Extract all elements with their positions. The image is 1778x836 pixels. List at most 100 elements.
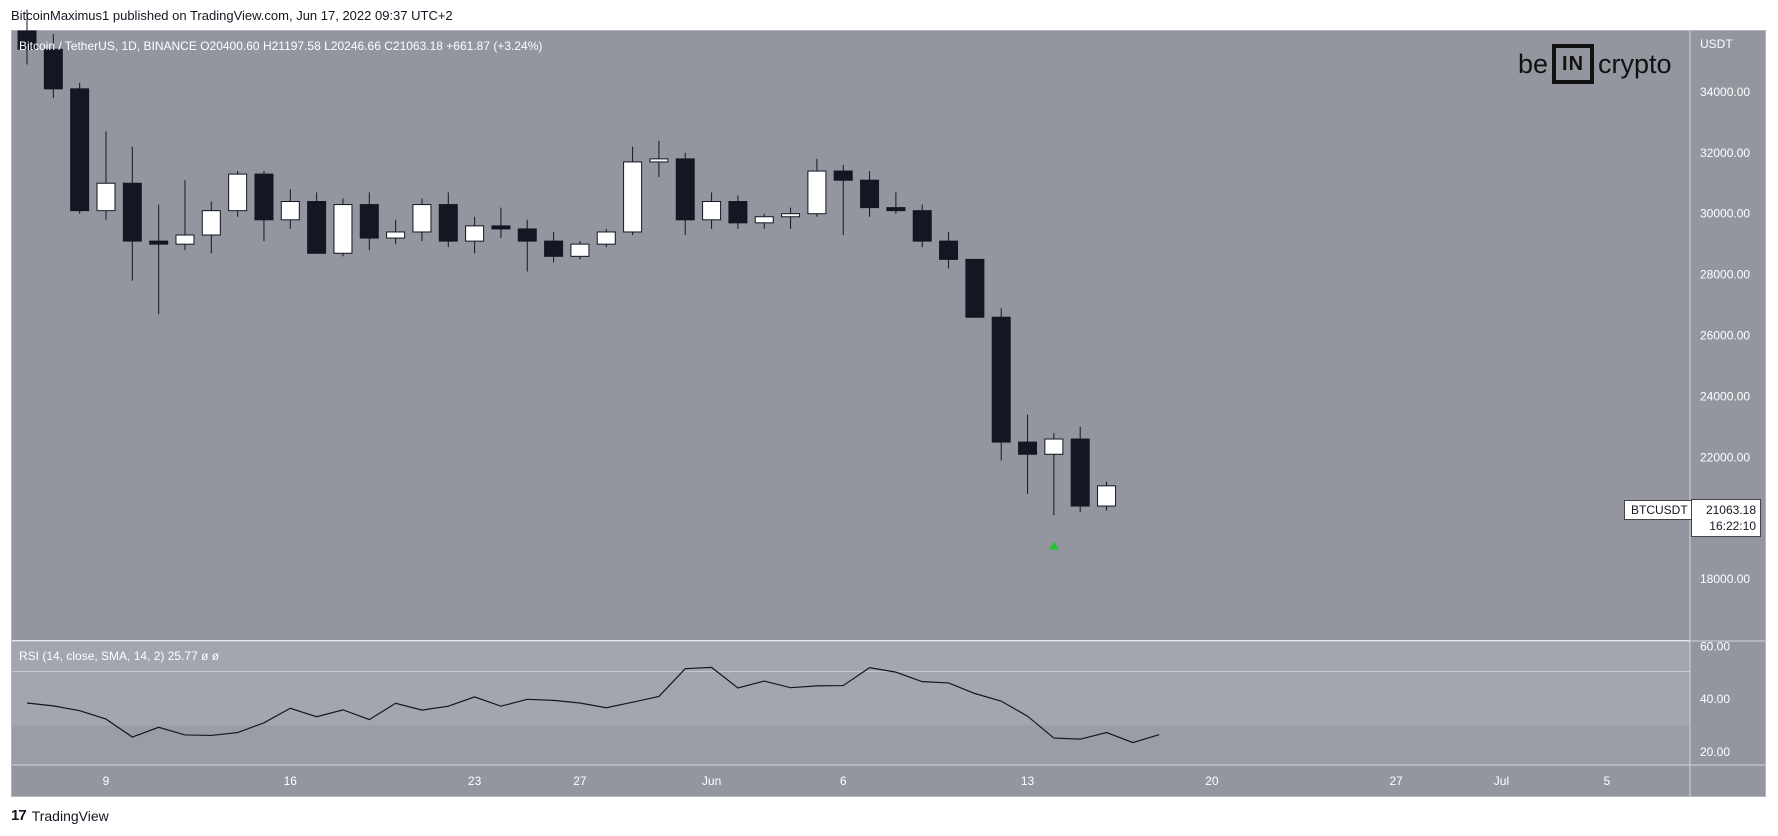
price-tick-label: 24000.00 [1700, 389, 1750, 403]
price-axis-background [1690, 31, 1765, 765]
price-tick-label: 22000.00 [1700, 450, 1750, 464]
candle-bear [939, 240, 959, 260]
time-tick-label: Jun [702, 774, 721, 788]
beincrypto-logo: be IN crypto [1518, 44, 1672, 84]
rsi-na-1: ø [201, 649, 209, 663]
candle-bull [649, 158, 669, 163]
chart-frame [11, 30, 1766, 797]
price-tick-label: 26000.00 [1700, 329, 1750, 343]
candle-bear [359, 204, 379, 239]
buy-signal-marker [1048, 541, 1059, 550]
time-tick-label: Jul [1494, 774, 1509, 788]
time-tick-label: 9 [103, 774, 110, 788]
candle-bull [1044, 438, 1064, 455]
time-axis-background [12, 765, 1765, 796]
open-label: O [200, 39, 210, 53]
close-label: C [384, 39, 393, 53]
open-value: 20400.60 [209, 39, 260, 53]
candle-bear [965, 258, 985, 318]
candles-group [17, 9, 1117, 516]
brand-box: IN [1552, 44, 1595, 84]
time-tick-label: 5 [1603, 774, 1610, 788]
candle-bull [201, 210, 221, 236]
candle-bear [991, 316, 1011, 443]
candle-bull [96, 182, 116, 212]
candle-bull [280, 201, 300, 221]
candle-bull [754, 216, 774, 224]
candle-bear [149, 240, 169, 245]
candle-bull [702, 201, 722, 221]
price-pane-background [12, 31, 1690, 640]
candle-bear [517, 228, 537, 242]
candle-bull [228, 173, 248, 212]
candle-bull [596, 231, 616, 245]
rsi-tick-label: 40.00 [1700, 692, 1730, 706]
rsi-tick-label: 20.00 [1700, 745, 1730, 759]
rsi-legend: RSI (14, close, SMA, 14, 2) 25.77 ø ø [19, 649, 219, 663]
time-tick-label: 16 [284, 774, 298, 788]
symbol-legend: Bitcoin / TetherUS, 1D, BINANCE O20400.6… [19, 39, 542, 53]
time-tick-label: 13 [1021, 774, 1035, 788]
candle-bull [623, 161, 643, 233]
brand-right: crypto [1598, 48, 1672, 79]
candle-bear [886, 207, 906, 212]
high-label: H [262, 39, 272, 53]
close-value: 21063.18 [392, 39, 443, 53]
candle-bear [912, 210, 932, 242]
candle-bear [1018, 441, 1038, 455]
candle-bull [1097, 485, 1117, 507]
price-tick-label: 30000.00 [1700, 207, 1750, 221]
rsi-value: 25.77 [167, 649, 198, 663]
high-value: 21197.58 [271, 39, 321, 53]
last-price-box: 21063.18 16:22:10 [1691, 499, 1761, 537]
candle-bear [438, 204, 458, 242]
tradingview-name: TradingView [31, 807, 109, 824]
time-tick-label: 27 [1389, 774, 1403, 788]
candle-bear [254, 173, 274, 221]
time-tick-label: 23 [468, 774, 482, 788]
symbol-price-tag: BTCUSDT [1624, 500, 1695, 520]
time-tick-label: 6 [840, 774, 847, 788]
low-label: L [324, 39, 331, 53]
candle-bull [570, 243, 590, 257]
time-tick-label: 27 [573, 774, 587, 788]
price-tick-label: 32000.00 [1700, 146, 1750, 160]
bar-countdown: 16:22:10 [1709, 519, 1756, 533]
candle-bear [728, 201, 748, 224]
candle-bear [491, 225, 511, 230]
candle-bear [833, 170, 853, 181]
price-axis-unit: USDT [1700, 37, 1733, 51]
candle-bull [386, 231, 406, 239]
candle-bear [544, 240, 564, 257]
symbol-title: Bitcoin / TetherUS, 1D, BINANCE [19, 39, 197, 53]
time-tick-label: 20 [1205, 774, 1219, 788]
low-value: 20246.66 [330, 39, 381, 53]
candle-bear [122, 182, 142, 242]
rsi-tick-label: 60.00 [1700, 639, 1730, 653]
rsi-line [26, 666, 1160, 744]
price-tick-label: 18000.00 [1700, 572, 1750, 586]
candle-bull [175, 234, 195, 245]
publish-header: BitcoinMaximus1 published on TradingView… [11, 8, 453, 23]
candle-bear [70, 88, 90, 212]
candle-bear [43, 48, 63, 90]
brand-left: be [1518, 48, 1549, 79]
rsi-band [12, 641, 1690, 726]
candle-bear [675, 158, 695, 221]
tradingview-logo-icon: 17 [11, 807, 27, 824]
last-price: 21063.18 [1705, 503, 1756, 517]
rsi-na-2: ø [211, 649, 220, 663]
candle-bull [465, 225, 485, 242]
candle-bear [17, 30, 37, 50]
price-tick-label: 28000.00 [1700, 268, 1750, 282]
candle-bull [781, 213, 801, 218]
candle-bear [307, 201, 327, 254]
rsi-title: RSI (14, close, SMA, 14, 2) [19, 649, 165, 663]
candle-bear [860, 179, 880, 209]
change-value: +661.87 (+3.24%) [446, 39, 543, 53]
candle-bear [1070, 438, 1090, 507]
price-tick-label: 34000.00 [1700, 85, 1750, 99]
footer: 17 TradingView [11, 807, 109, 824]
candle-bull [333, 204, 353, 254]
